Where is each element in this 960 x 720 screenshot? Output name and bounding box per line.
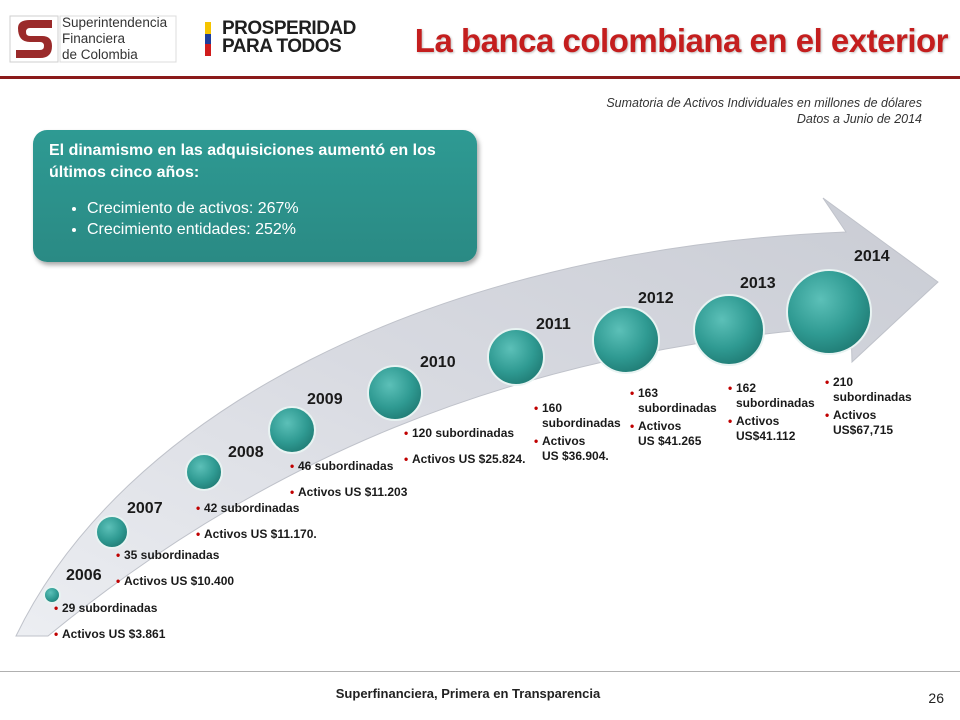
timeline-arrow [15, 197, 939, 637]
year-label: 2009 [307, 391, 343, 408]
subsidiaries-text: 210 [833, 375, 853, 389]
subtitle: Sumatoria de Activos Individuales en mil… [606, 95, 922, 127]
footer-text: Superfinanciera, Primera en Transparenci… [335, 686, 601, 701]
assets-text: Activos [736, 414, 780, 428]
assets-text: Activos [638, 419, 682, 433]
timeline-node-2008: 2008 • 42 subordinadas • Activos US $11.170. [185, 444, 317, 541]
bullet-dot: • [116, 574, 120, 588]
bullet-dot: • [196, 501, 200, 515]
year-circle [367, 365, 423, 421]
callout-bullet-entities: Crecimiento entidades: 252% [87, 219, 463, 240]
bullet-dot: • [290, 459, 294, 473]
subtitle-line: Sumatoria de Activos Individuales en mil… [606, 96, 922, 110]
subsidiaries-text: 160 [542, 401, 562, 415]
bullet-dot: • [196, 527, 200, 541]
subsidiaries-text: 46 subordinadas [298, 459, 394, 473]
year-circle [786, 269, 872, 355]
year-label: 2012 [638, 290, 674, 307]
subsidiaries-text: 42 subordinadas [204, 501, 300, 515]
footer-divider [0, 671, 960, 672]
assets-text: US$67,715 [833, 423, 893, 437]
timeline-node-2007: 2007 • 35 subordinadas • Activos US $10.400 [95, 500, 234, 588]
bullet-dot: • [534, 434, 538, 448]
callout-list: Crecimiento de activos: 267% Crecimiento… [49, 198, 463, 240]
callout-heading: El dinamismo en las adquisiciones aument… [49, 142, 436, 181]
timeline-node-2010: 2010 • 120 subordinadas • Activos US $25.824… [367, 354, 525, 466]
prosperidad-line: PROSPERIDAD [222, 18, 356, 39]
org-name-line: de Colombia [62, 47, 138, 62]
subtitle-line: Datos a Junio de 2014 [796, 112, 922, 126]
assets-text: Activos US $3.861 [62, 627, 166, 641]
assets-text: Activos US $10.400 [124, 574, 234, 588]
bullet-dot: • [534, 401, 538, 415]
bullet-dot: • [825, 408, 829, 422]
bullet-dot: • [630, 386, 634, 400]
subsidiaries-text: subordinadas [736, 396, 815, 410]
bullet-dot: • [290, 485, 294, 499]
callout-bullet-assets: Crecimiento de activos: 267% [87, 198, 463, 219]
assets-text: US$41.112 [736, 429, 796, 443]
bullet-dot: • [404, 426, 408, 440]
subsidiaries-text: 35 subordinadas [124, 548, 220, 562]
org-name: Superintendencia Financiera de Colombia [62, 15, 167, 63]
year-label: 2007 [127, 500, 163, 517]
timeline-node-2009: 2009 • 46 subordinadas • Activos US $11.203 [268, 391, 408, 499]
prosperidad-flag-icon [205, 22, 211, 56]
year-circle [487, 328, 545, 386]
page-number: 26 [928, 690, 944, 706]
subsidiaries-text: 29 subordinadas [62, 601, 158, 615]
bullet-dot: • [116, 548, 120, 562]
bullet-dot: • [54, 601, 58, 615]
year-circle [693, 294, 765, 366]
subsidiaries-text: 162 [736, 381, 756, 395]
year-circle [43, 586, 61, 604]
assets-text: US $36.904. [542, 449, 609, 463]
prosperidad-logo: PROSPERIDAD PARA TODOS [222, 18, 356, 57]
timeline-node-2006: 2006 • 29 subordinadas • Activos US $3.861 [43, 567, 166, 641]
bullet-dot: • [54, 627, 58, 641]
year-label: 2013 [740, 275, 776, 292]
org-name-line: Superintendencia [62, 15, 168, 30]
subsidiaries-text: 163 [638, 386, 658, 400]
year-circle [268, 406, 316, 454]
org-name-line: Financiera [62, 31, 126, 46]
slide-title: La banca colombiana en el exterior [414, 22, 949, 59]
bullet-dot: • [728, 414, 732, 428]
superfinanciera-logo [9, 15, 177, 63]
callout-box: El dinamismo en las adquisiciones aument… [33, 130, 477, 262]
year-label: 2006 [66, 567, 102, 584]
assets-text: Activos [542, 434, 586, 448]
year-label: 2010 [420, 354, 456, 371]
subsidiaries-text: subordinadas [542, 416, 621, 430]
bullet-dot: • [404, 452, 408, 466]
year-label: 2014 [854, 248, 890, 265]
assets-text: Activos US $11.203 [298, 485, 408, 499]
assets-text: Activos US $25.824. [412, 452, 525, 466]
assets-text: Activos US $11.170. [204, 527, 317, 541]
subsidiaries-text: subordinadas [638, 401, 717, 415]
bullet-dot: • [728, 381, 732, 395]
year-label: 2011 [536, 316, 571, 333]
year-label: 2008 [228, 444, 264, 461]
year-circle [185, 453, 223, 491]
prosperidad-line: PARA TODOS [222, 36, 342, 57]
bullet-dot: • [825, 375, 829, 389]
subsidiaries-text: subordinadas [833, 390, 912, 404]
year-circle [95, 515, 129, 549]
bullet-dot: • [630, 419, 634, 433]
year-circle [592, 306, 660, 374]
assets-text: Activos [833, 408, 877, 422]
title-divider [0, 76, 960, 79]
assets-text: US $41.265 [638, 434, 702, 448]
subsidiaries-text: 120 subordinadas [412, 426, 514, 440]
